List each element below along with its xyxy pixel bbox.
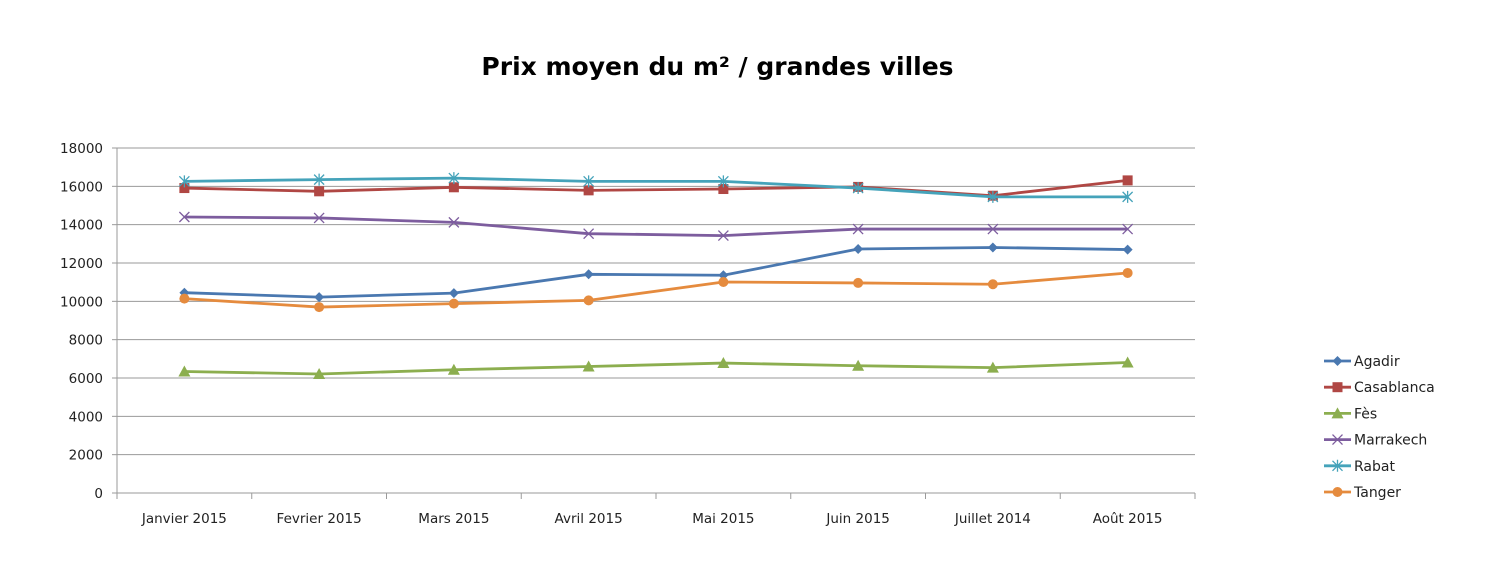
chart-title: Prix moyen du m² / grandes villes [481, 52, 954, 81]
legend-label: Agadir [1354, 354, 1400, 370]
legend-label: Fès [1354, 406, 1377, 422]
x-tick-label: Mars 2015 [418, 511, 489, 527]
square-marker [179, 183, 190, 194]
circle-marker [718, 276, 729, 287]
diamond-marker [1122, 244, 1133, 255]
triangle-marker [178, 365, 191, 377]
square-marker [583, 185, 594, 196]
y-tick-label: 18000 [60, 141, 103, 157]
legend-item: Marrakech [1324, 433, 1427, 449]
triangle-marker [582, 360, 595, 372]
y-tick-label: 6000 [69, 371, 103, 387]
star-marker [313, 173, 325, 186]
star-marker [717, 175, 729, 188]
x-tick-label: Janvier 2015 [141, 511, 227, 527]
x-marker [178, 211, 190, 223]
triangle-marker [852, 359, 865, 371]
y-tick-label: 14000 [60, 218, 103, 234]
y-tick-label: 12000 [60, 256, 103, 272]
x-marker [583, 228, 595, 240]
series-line [184, 271, 1128, 309]
square-marker [1122, 175, 1133, 186]
legend-label: Rabat [1354, 459, 1395, 475]
x-marker [313, 212, 325, 224]
legend-label: Casablanca [1354, 380, 1435, 396]
series-line [184, 361, 1128, 376]
triangle-marker [313, 367, 326, 379]
star-marker [178, 175, 190, 188]
star-marker [852, 182, 864, 195]
y-tick-label: 2000 [69, 448, 103, 464]
diamond-marker [448, 288, 459, 299]
series-fès [178, 356, 1134, 379]
x-marker [852, 223, 864, 235]
x-marker [987, 223, 999, 235]
square-marker [314, 186, 325, 197]
circle-marker [314, 302, 325, 313]
circle-marker [583, 295, 594, 306]
x-marker [717, 230, 729, 242]
circle-marker [448, 298, 459, 309]
diamond-marker [987, 242, 998, 253]
y-tick-label: 16000 [60, 179, 103, 195]
circle-marker [987, 279, 998, 290]
legend-item: Tanger [1324, 485, 1401, 501]
legend-item: Rabat [1324, 459, 1395, 475]
series-agadir [179, 242, 1133, 303]
y-tick-label: 10000 [60, 294, 103, 310]
circle-marker [1332, 487, 1343, 497]
x-tick-label: Fevrier 2015 [277, 511, 362, 527]
series-line [184, 215, 1128, 237]
series-rabat [178, 172, 1134, 203]
x-marker [1332, 434, 1343, 446]
legend-item: Fès [1324, 406, 1377, 422]
legend-label: Tanger [1353, 485, 1401, 501]
star-marker [987, 190, 999, 203]
triangle-marker [447, 363, 460, 375]
y-tick-label: 4000 [69, 409, 103, 425]
triangle-marker [1121, 356, 1134, 368]
triangle-marker [1331, 407, 1344, 419]
circle-marker [1122, 267, 1133, 278]
square-marker [1332, 382, 1343, 393]
diamond-marker [853, 244, 864, 255]
diamond-marker [1332, 356, 1343, 366]
square-marker [718, 184, 729, 195]
diamond-marker [314, 292, 325, 303]
series-tanger [179, 267, 1133, 313]
legend-item: Casablanca [1324, 380, 1435, 396]
x-tick-label: Mai 2015 [692, 511, 754, 527]
series-line [184, 246, 1128, 299]
legend-item: Agadir [1324, 354, 1400, 370]
circle-marker [179, 293, 190, 304]
x-marker [1122, 223, 1134, 235]
diamond-marker [583, 269, 594, 280]
square-marker [448, 182, 459, 193]
x-marker [448, 216, 460, 228]
y-tick-label: 8000 [69, 333, 103, 349]
series-line [184, 176, 1128, 199]
x-tick-label: Juillet 2014 [954, 511, 1031, 527]
legend-label: Marrakech [1354, 433, 1427, 449]
x-tick-label: Avril 2015 [555, 511, 623, 527]
star-marker [1332, 459, 1343, 472]
y-tick-label: 0 [94, 486, 103, 502]
star-marker [583, 175, 595, 188]
x-tick-label: Août 2015 [1093, 511, 1163, 527]
circle-marker [853, 277, 864, 288]
triangle-marker [717, 357, 730, 369]
triangle-marker [986, 361, 999, 373]
star-marker [448, 172, 460, 185]
x-tick-label: Juin 2015 [825, 511, 890, 527]
series-marrakech [178, 211, 1134, 242]
star-marker [1122, 190, 1134, 203]
